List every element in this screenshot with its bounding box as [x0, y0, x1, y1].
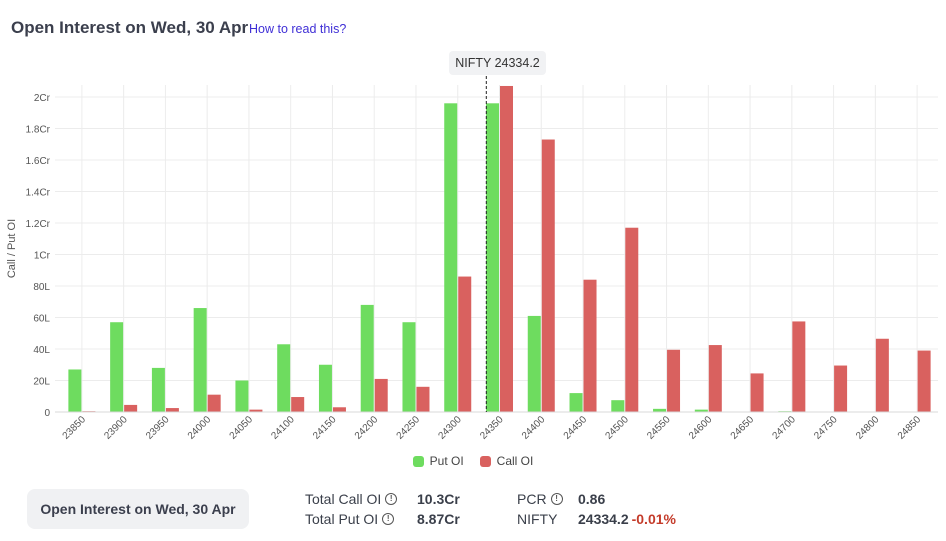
info-icon[interactable]: ! — [385, 493, 398, 505]
call-oi-bar — [291, 397, 305, 412]
pcr-label: PCR ! — [517, 491, 563, 507]
x-tick-label: 24350 — [478, 414, 506, 442]
x-tick-label: 23850 — [61, 414, 89, 442]
put-oi-bar — [611, 400, 625, 412]
y-axis-label: Call / Put OI — [6, 219, 18, 278]
call-oi-bar — [207, 394, 221, 412]
x-tick-label: 24450 — [562, 414, 590, 442]
call-oi-bar — [625, 227, 639, 412]
total-call-label: Total Call OI ! — [305, 491, 398, 507]
put-oi-bar — [527, 315, 541, 412]
total-call-text: Total Call OI — [305, 491, 382, 507]
call-oi-bar — [583, 279, 597, 412]
x-tick-label: 24250 — [395, 414, 423, 442]
x-tick-label: 23900 — [102, 414, 130, 442]
x-tick-label: 24050 — [228, 414, 256, 442]
x-tick-label: 24700 — [771, 414, 799, 442]
call-oi-bar — [541, 139, 555, 412]
x-tick-label: 24000 — [186, 414, 214, 442]
put-oi-bar — [569, 393, 583, 412]
x-tick-label: 24850 — [896, 414, 924, 442]
put-oi-bar — [694, 409, 708, 412]
call-oi-bar — [124, 404, 138, 412]
call-oi-bar — [917, 350, 931, 412]
index-text: NIFTY — [517, 511, 558, 527]
call-oi-bar — [374, 378, 388, 412]
put-oi-bar — [444, 103, 458, 413]
y-tick-label: 60L — [33, 314, 50, 325]
x-tick-label: 24100 — [269, 414, 297, 442]
call-oi-bar — [458, 276, 472, 412]
put-oi-bar — [653, 408, 667, 412]
x-tick-label: 24150 — [311, 414, 339, 442]
y-tick-label: 1Cr — [34, 251, 51, 262]
x-tick-label: 24800 — [854, 414, 882, 442]
call-oi-bar — [416, 386, 430, 412]
index-label: NIFTY — [517, 511, 557, 527]
put-oi-bar — [277, 344, 291, 412]
page-title: Open Interest on Wed, 30 Apr — [11, 18, 249, 37]
call-oi-bar — [834, 365, 848, 412]
put-oi-bar — [193, 308, 207, 412]
total-put-text: Total Put OI — [305, 511, 379, 527]
call-oi-bar — [875, 338, 889, 412]
summary-button[interactable]: Open Interest on Wed, 30 Apr — [27, 489, 249, 529]
y-tick-label: 1.8Cr — [26, 125, 51, 136]
call-oi-bar — [667, 349, 681, 412]
x-tick-label: 24550 — [645, 414, 673, 442]
y-tick-label: 80L — [33, 282, 50, 293]
x-tick-label: 24200 — [353, 414, 381, 442]
call-oi-bar — [708, 345, 722, 412]
y-tick-label: 2Cr — [34, 93, 51, 104]
call-swatch — [479, 455, 491, 467]
total-put-value: 8.87Cr — [417, 511, 460, 527]
y-tick-label: 1.6Cr — [26, 156, 51, 167]
y-tick-label: 20L — [33, 377, 50, 388]
put-oi-bar — [360, 304, 374, 412]
index-change: -0.01% — [631, 511, 676, 527]
x-tick-label: 24750 — [812, 414, 840, 442]
info-icon[interactable]: ! — [382, 513, 395, 525]
y-tick-label: 40L — [33, 345, 50, 356]
x-tick-label: 24500 — [603, 414, 631, 442]
call-oi-bar — [332, 407, 346, 412]
put-swatch — [412, 455, 424, 467]
total-put-label: Total Put OI ! — [305, 511, 395, 527]
call-oi-bar — [750, 373, 764, 412]
call-oi-bar — [500, 85, 513, 412]
put-oi-bar — [68, 369, 82, 412]
help-link[interactable]: How to read this? — [249, 22, 347, 36]
call-oi-bar — [165, 408, 179, 412]
put-oi-bar — [486, 103, 499, 413]
put-oi-bar — [235, 380, 249, 412]
call-oi-bar — [792, 321, 806, 412]
x-tick-label: 24300 — [436, 414, 464, 442]
x-tick-label: 24400 — [520, 414, 548, 442]
put-oi-bar — [151, 367, 165, 412]
spot-price-label: NIFTY 24334.2 — [449, 51, 546, 75]
y-tick-label: 0 — [44, 408, 50, 419]
index-value-row: 24334.2 -0.01% — [578, 511, 676, 527]
legend-item-put[interactable]: Put OI — [412, 454, 464, 468]
index-value: 24334.2 — [578, 511, 629, 527]
chart-legend: Put OI Call OI — [0, 454, 946, 468]
oi-chart: 0 20L 40L 60L 80L 1Cr 1.2Cr 1.4Cr 1.6Cr 1.8Cr 2Cr C… — [6, 76, 938, 442]
put-oi-bar — [110, 322, 124, 412]
pcr-text: PCR — [517, 491, 547, 507]
x-tick-label: 24650 — [729, 414, 757, 442]
put-oi-bar — [402, 322, 416, 412]
y-tick-label: 1.4Cr — [26, 188, 51, 199]
call-oi-bar — [249, 409, 263, 412]
legend-item-call[interactable]: Call OI — [479, 454, 534, 468]
x-tick-label: 24600 — [687, 414, 715, 442]
x-tick-label: 23950 — [144, 414, 172, 442]
y-tick-label: 1.2Cr — [26, 219, 51, 230]
total-call-value: 10.3Cr — [417, 491, 460, 507]
info-icon[interactable]: ! — [550, 493, 563, 505]
legend-call-label: Call OI — [496, 454, 534, 468]
pcr-value: 0.86 — [578, 491, 606, 507]
legend-put-label: Put OI — [429, 454, 464, 468]
put-oi-bar — [318, 364, 332, 412]
